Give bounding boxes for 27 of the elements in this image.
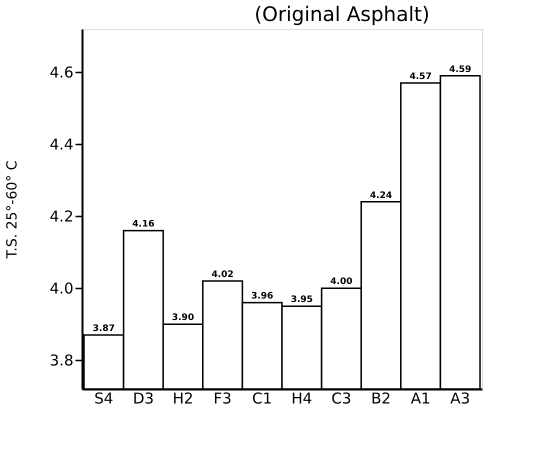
data-label: 3.90 <box>172 313 194 324</box>
data-label: 4.59 <box>449 64 472 75</box>
data-label: 4.57 <box>410 72 432 82</box>
x-tick-label: C3 <box>331 390 352 408</box>
x-tick-label: B2 <box>371 390 391 408</box>
x-tick-label: A1 <box>410 390 431 408</box>
chart-title: (Original Asphalt) <box>254 2 430 26</box>
data-label: 3.96 <box>251 292 274 302</box>
y-tick-label: 4.4 <box>50 136 74 154</box>
y-tick-label: 4.6 <box>50 64 74 82</box>
y-tick-label: 4.2 <box>50 208 74 226</box>
x-tick-label: F3 <box>214 390 232 408</box>
data-label: 4.24 <box>370 190 392 201</box>
data-label: 4.16 <box>132 220 154 230</box>
x-tick-label: A3 <box>450 390 470 408</box>
x-tick-label: S4 <box>94 390 114 408</box>
data-label: 3.95 <box>290 295 313 306</box>
y-axis-title: T.S. 25°-60° C <box>4 160 21 260</box>
x-tick-label: D3 <box>132 390 154 408</box>
data-label: 4.02 <box>211 270 234 280</box>
data-label: 3.87 <box>92 324 115 334</box>
x-tick-label: H4 <box>291 390 312 408</box>
y-tick-label: 4.0 <box>50 280 74 298</box>
data-label: 4.00 <box>330 277 353 288</box>
x-tick-label: C1 <box>252 390 272 408</box>
y-tick-label: 3.8 <box>50 352 74 370</box>
x-tick-label: H2 <box>172 390 194 408</box>
